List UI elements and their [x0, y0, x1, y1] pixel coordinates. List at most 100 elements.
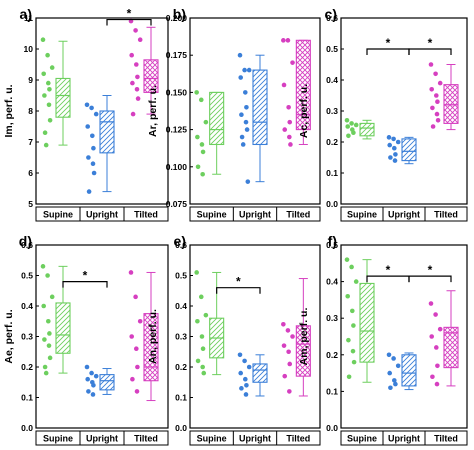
data-point	[346, 337, 351, 343]
data-point	[240, 142, 246, 147]
y-tick-label: 0.6	[21, 240, 33, 250]
box-tilted	[428, 62, 459, 131]
box-iqr	[401, 138, 417, 162]
y-tick-label: 0.1	[326, 168, 338, 178]
y-tick-label: 0.2	[175, 362, 187, 372]
data-point	[195, 358, 201, 364]
data-point	[386, 135, 392, 140]
box-iqr	[295, 39, 311, 131]
category-label-supine: Supine	[347, 210, 377, 220]
data-point	[91, 170, 97, 176]
data-point	[242, 358, 247, 364]
box-tilted	[428, 290, 459, 387]
data-point	[238, 370, 243, 376]
data-point	[93, 111, 99, 117]
y-tick-label: 0.200	[166, 13, 188, 23]
y-tick-label: 0.6	[175, 240, 187, 250]
data-point	[353, 279, 359, 284]
y-tick-label: 0.4	[21, 301, 33, 311]
data-point	[349, 264, 354, 270]
data-point	[434, 381, 440, 387]
data-point	[85, 376, 90, 382]
y-axis-title: An, perf. u.	[147, 309, 159, 364]
bracket-line	[408, 275, 452, 283]
y-tick-label: 0.100	[166, 162, 188, 172]
box-iqr	[295, 325, 311, 377]
data-point	[345, 293, 351, 299]
data-point	[199, 334, 205, 339]
y-axis-title: Ar, perf. u.	[147, 85, 159, 137]
data-point	[90, 392, 96, 397]
data-point	[49, 65, 55, 70]
category-label-row	[189, 206, 321, 222]
data-point	[344, 257, 350, 262]
data-point	[86, 155, 91, 160]
plot-frame	[340, 244, 468, 429]
data-point	[387, 370, 393, 376]
y-tick-label: 0.5	[326, 240, 338, 250]
y-axis-title: Am, perf. u.	[298, 308, 310, 366]
data-point	[89, 370, 94, 376]
category-label-tilted: Tilted	[286, 434, 310, 444]
bracket-line	[62, 281, 108, 288]
data-point	[281, 38, 286, 43]
data-point	[290, 334, 295, 339]
y-tick-label: 0.2	[21, 362, 33, 372]
data-point	[42, 364, 48, 370]
box-tilted	[281, 278, 311, 397]
box-iqr	[55, 302, 71, 354]
box-upright	[237, 52, 268, 184]
data-point	[346, 133, 351, 139]
data-point	[437, 326, 443, 332]
data-point	[287, 119, 293, 125]
data-point	[198, 294, 204, 300]
y-tick-label: 0.5	[21, 271, 33, 281]
data-point	[281, 343, 287, 348]
y-tick-label: 0.3	[326, 313, 338, 323]
data-point	[435, 99, 440, 104]
y-tick-label: 0.5	[326, 44, 338, 54]
box-iqr	[359, 122, 375, 137]
y-tick-label: 0.3	[21, 332, 33, 342]
data-point	[243, 376, 248, 382]
data-point	[45, 52, 50, 58]
category-label-supine: Supine	[347, 434, 377, 444]
data-point	[428, 301, 434, 306]
category-label-upright: Upright	[86, 210, 118, 220]
category-label-supine: Supine	[43, 210, 73, 220]
box-iqr	[252, 363, 268, 383]
category-label-row	[189, 430, 321, 446]
data-point	[41, 71, 46, 77]
box-upright	[386, 352, 417, 391]
y-tick-label: 0.1	[326, 386, 338, 396]
data-point	[200, 149, 206, 155]
box-iqr	[99, 110, 115, 154]
data-point	[243, 392, 249, 397]
panel-a: a) 5 6 7 8 9 10 11 Im, perf. u. Supine Upright Tilt…	[3, 6, 169, 222]
data-point	[40, 264, 46, 269]
data-point	[351, 130, 356, 135]
data-point	[47, 355, 53, 361]
panel-b: b) 0.075 0.100 0.125 0.150 0.175 0.200 Ar, perf…	[147, 6, 321, 222]
y-axis-title: Ae, perf. u.	[3, 309, 15, 363]
data-point	[47, 87, 52, 92]
data-point	[285, 38, 291, 43]
y-tick-label: 0.4	[175, 301, 187, 311]
data-point	[137, 37, 143, 42]
data-point	[281, 322, 286, 327]
data-point	[282, 127, 288, 132]
bracket-line	[408, 48, 452, 55]
y-tick-label: 0.5	[175, 271, 187, 281]
y-tick-label: 0.2	[326, 350, 338, 360]
data-point	[130, 80, 135, 86]
data-point	[392, 378, 397, 383]
y-tick-label: 0.0	[21, 423, 33, 433]
panel-letter: e)	[174, 233, 186, 249]
significance-star: *	[428, 36, 433, 50]
significance-bracket: *	[62, 269, 108, 288]
data-point	[195, 134, 200, 140]
data-point	[245, 179, 251, 184]
data-point	[43, 370, 49, 376]
data-point	[434, 93, 439, 98]
